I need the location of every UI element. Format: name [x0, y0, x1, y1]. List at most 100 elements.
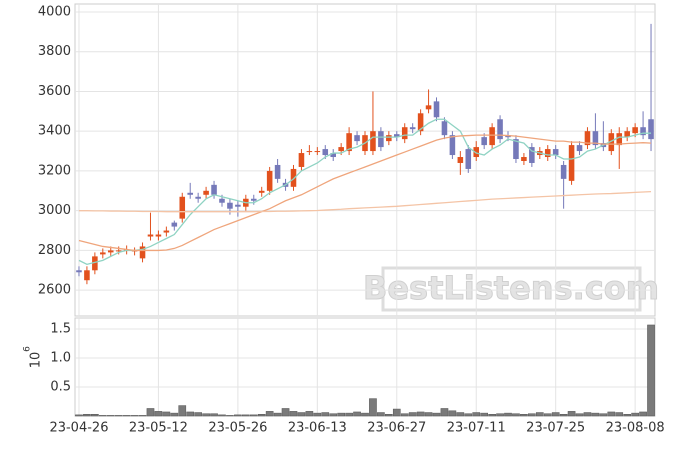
volume-bar: [273, 412, 282, 417]
candle-body: [155, 234, 162, 237]
volume-bar: [281, 408, 290, 417]
volume-bar: [551, 412, 560, 417]
candle-body: [266, 170, 273, 191]
candle-body: [219, 198, 225, 203]
candle-body: [401, 127, 408, 140]
volume-bar: [249, 414, 258, 417]
volume-tick-label: 1.5: [50, 322, 71, 337]
volume-tick-label: 0.5: [50, 380, 71, 395]
candle-body: [648, 119, 654, 140]
candle-body: [497, 119, 503, 140]
volume-bar: [480, 412, 489, 417]
candle-body: [258, 190, 265, 193]
volume-bar: [615, 412, 624, 417]
candle-body: [195, 196, 201, 199]
y-tick-label: 2600: [38, 283, 71, 298]
candle-body: [235, 204, 241, 207]
candle-body: [576, 145, 583, 152]
y-tick-label: 3800: [38, 44, 71, 59]
volume-bar: [408, 412, 417, 417]
x-tick-label: 23-08-08: [606, 421, 665, 436]
candle-body: [568, 145, 575, 181]
volume-bar: [265, 411, 274, 417]
candle-body: [370, 131, 376, 152]
volume-bar: [647, 324, 655, 417]
volume-bar: [583, 412, 592, 417]
volume-bar: [297, 412, 306, 417]
volume-bar: [170, 412, 179, 417]
candle-body: [489, 127, 495, 146]
candle-body: [449, 135, 456, 156]
volume-bar: [400, 413, 409, 417]
volume-tick-label: 1.0: [50, 351, 71, 366]
volume-bar: [639, 411, 647, 417]
candle-body: [394, 134, 400, 138]
x-tick-label: 23-05-26: [208, 421, 267, 436]
volume-bar: [218, 414, 226, 417]
candle-body: [84, 270, 90, 281]
candle-body: [560, 164, 567, 179]
candle-body: [100, 252, 106, 255]
volume-bar: [202, 413, 210, 417]
candle-body: [584, 131, 591, 146]
candle-body: [250, 198, 257, 201]
candle-body: [187, 192, 193, 195]
candle-body: [290, 168, 297, 187]
volume-bar: [337, 412, 345, 417]
volume-bar: [385, 414, 393, 417]
candle-body: [417, 113, 424, 132]
volume-bar: [504, 412, 512, 417]
volume-bar: [234, 414, 242, 417]
x-tick-label: 23-07-25: [526, 421, 585, 436]
volume-bar: [607, 411, 616, 417]
candle-body: [592, 131, 599, 146]
volume-bar: [114, 415, 123, 417]
candle-body: [441, 121, 448, 136]
volume-bar: [241, 414, 250, 417]
candle-body: [425, 105, 432, 110]
volume-bar: [146, 408, 155, 417]
candle-body: [616, 133, 623, 146]
candle-body: [608, 133, 615, 152]
volume-bar: [321, 412, 330, 417]
volume-bar: [226, 415, 234, 417]
volume-bar: [520, 414, 528, 417]
x-tick-label: 23-06-13: [288, 421, 347, 436]
x-tick-label: 23-05-12: [129, 421, 188, 436]
candle-body: [457, 157, 464, 163]
candle-body: [632, 127, 638, 134]
volume-bar: [512, 413, 520, 417]
volume-bar: [130, 415, 139, 417]
volume-bar: [567, 411, 576, 417]
watermark: BestListens.com: [363, 269, 659, 307]
volume-bar: [289, 411, 298, 417]
volume-bar: [543, 413, 552, 417]
volume-bar: [194, 412, 202, 417]
volume-bar: [162, 411, 171, 417]
candle-body: [513, 139, 519, 160]
volume-bar: [313, 412, 322, 417]
volume-axis-label: 10: [29, 352, 44, 369]
volume-bar: [472, 412, 481, 417]
volume-bar: [345, 412, 353, 417]
candle-body: [179, 196, 186, 219]
candle-body: [624, 131, 630, 138]
volume-bar: [599, 413, 608, 417]
y-tick-label: 3000: [38, 203, 71, 218]
volume-axis-exponent: 6: [23, 346, 33, 352]
volume-bar: [178, 405, 187, 417]
candle-body: [338, 147, 344, 152]
candle-body: [354, 135, 360, 142]
candle-body: [115, 250, 122, 252]
candle-body: [203, 190, 209, 195]
x-tick-label: 23-04-26: [49, 421, 108, 436]
candle-body: [306, 151, 313, 153]
volume-bar: [488, 414, 496, 417]
volume-bar: [369, 398, 377, 417]
volume-bar: [424, 412, 433, 417]
volume-bar: [432, 412, 441, 417]
volume-bar: [392, 408, 401, 417]
volume-bar: [361, 412, 369, 417]
volume-bar: [535, 412, 544, 417]
volume-bar: [591, 412, 600, 417]
